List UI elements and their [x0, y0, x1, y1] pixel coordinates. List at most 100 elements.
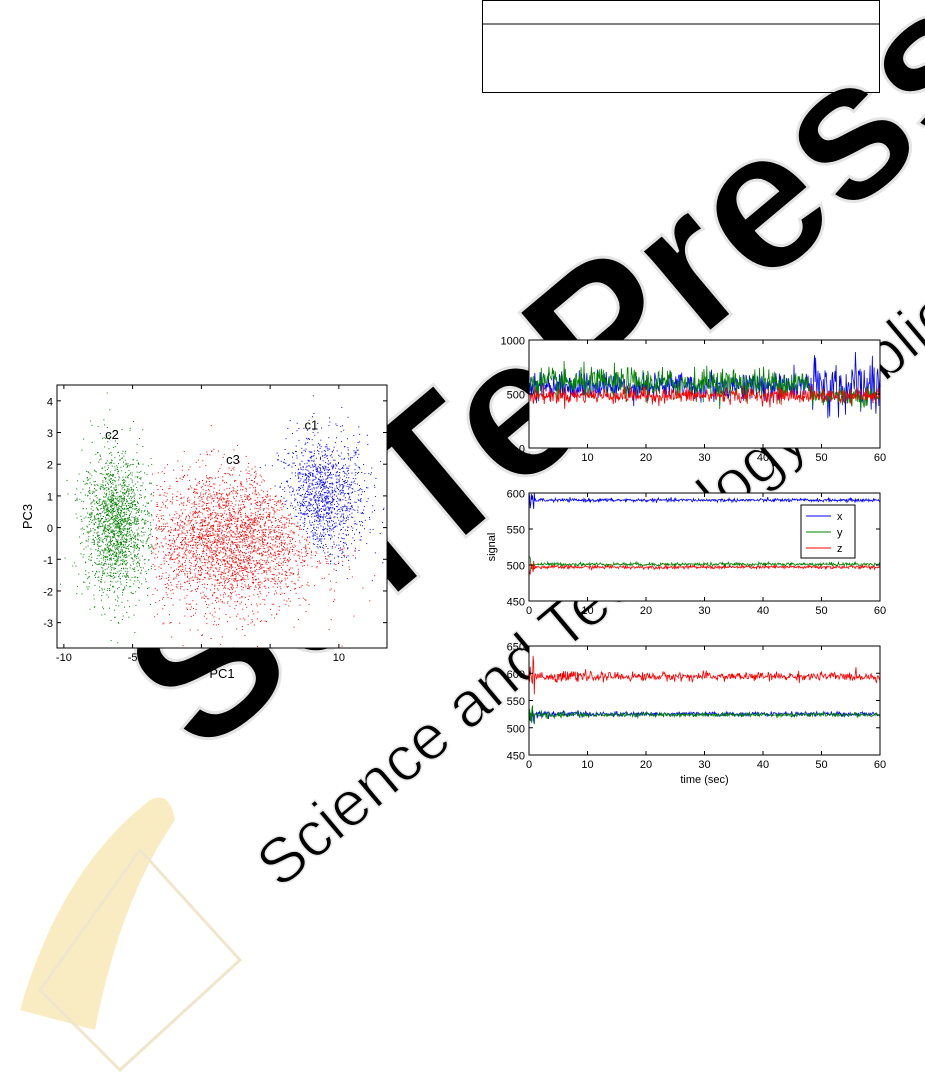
scatter-point: [118, 550, 119, 552]
scatter-point: [102, 574, 103, 576]
scatter-point: [105, 494, 107, 496]
scatter-point: [334, 459, 336, 461]
scatter-point: [141, 485, 143, 487]
scatter-point: [98, 525, 100, 527]
scatter-point: [196, 582, 198, 583]
scatter-point: [314, 496, 316, 498]
scatter-point: [111, 508, 113, 509]
scatter-point: [268, 527, 270, 529]
scatter-point: [95, 495, 97, 496]
scatter-point: [327, 471, 329, 473]
scatter-point: [289, 523, 291, 524]
scatter-point: [349, 568, 351, 570]
scatter-point: [314, 515, 315, 517]
scatter-point: [305, 506, 307, 508]
scatter-point: [97, 543, 99, 545]
scatter-point: [278, 509, 280, 511]
scatter-point: [110, 576, 112, 577]
scatter-point: [324, 497, 326, 499]
scatter-point: [272, 499, 274, 500]
scatter-point: [261, 582, 263, 584]
scatter-point: [214, 611, 216, 613]
scatter-point: [162, 514, 164, 516]
scatter-point: [338, 498, 340, 500]
scatter-point: [211, 497, 213, 499]
scatter-point: [333, 516, 335, 518]
scatter-point: [247, 540, 249, 542]
scatter-point: [312, 534, 314, 536]
scatter-point: [309, 510, 311, 512]
scatter-point: [123, 522, 125, 524]
scatter-point: [254, 493, 256, 495]
scatter-point: [329, 521, 331, 523]
scatter-point: [328, 490, 330, 492]
scatter-point: [332, 482, 334, 484]
scatter-point: [216, 497, 218, 499]
scatter-point: [245, 552, 247, 554]
scatter-point: [330, 474, 332, 476]
scatter-point: [167, 579, 169, 581]
scatter-point: [130, 540, 132, 542]
scatter-point: [337, 506, 339, 508]
scatter-point: [106, 552, 108, 554]
scatter-point: [145, 542, 147, 544]
scatter-point: [266, 559, 268, 561]
scatter-point: [130, 524, 132, 526]
scatter-point: [140, 477, 142, 479]
scatter-point: [216, 496, 218, 498]
scatter-point: [178, 581, 180, 583]
scatter-point: [112, 522, 114, 524]
scatter-point: [250, 586, 252, 587]
scatter-point: [136, 487, 138, 488]
scatter-point: [223, 517, 224, 519]
scatter-point: [217, 525, 219, 527]
scatter-point: [330, 477, 332, 479]
scatter-point: [306, 429, 308, 431]
scatter-point: [232, 566, 233, 568]
scatter-point: [113, 462, 115, 464]
scatter-point: [323, 515, 325, 517]
scatter-point: [310, 493, 312, 495]
scatter-point: [205, 573, 207, 574]
scatter-point: [190, 557, 192, 559]
scatter-point: [315, 555, 316, 556]
scatter-point: [306, 513, 308, 515]
scatter-point: [94, 470, 96, 472]
scatter-point: [317, 471, 319, 473]
scatter-point: [114, 457, 116, 459]
scatter-point: [243, 580, 245, 582]
scatter-point: [347, 548, 349, 550]
scatter-point: [287, 554, 289, 555]
scatter-point: [130, 538, 132, 540]
scatter-point: [322, 529, 324, 531]
scatter-point: [98, 498, 100, 500]
scatter-point: [175, 585, 177, 587]
scatter-point: [284, 571, 286, 573]
scatter-point: [136, 544, 137, 546]
scatter-point: [214, 539, 216, 541]
scatter-point: [311, 439, 313, 441]
scatter-point: [297, 525, 299, 527]
scatter-point: [267, 567, 269, 569]
scatter-point: [242, 596, 244, 598]
scatter-point: [283, 506, 285, 508]
scatter-point: [108, 479, 110, 481]
scatter-point: [129, 533, 131, 535]
scatter-point: [118, 622, 120, 624]
scatter-point: [192, 513, 194, 515]
scatter-point: [264, 525, 266, 527]
scatter-point: [103, 510, 105, 512]
scatter-point: [94, 491, 96, 493]
scatter-point: [349, 514, 351, 516]
scatter-point: [137, 462, 139, 464]
scatter-point: [314, 484, 316, 485]
scatter-point: [99, 552, 101, 554]
scatter-point: [110, 462, 112, 464]
scatter-point: [132, 546, 134, 548]
scatter-point: [247, 576, 249, 578]
scatter-point: [354, 463, 356, 465]
scatter-point: [186, 549, 188, 551]
scatter-point: [93, 544, 95, 545]
scatter-point: [207, 496, 209, 497]
scatter-point: [258, 546, 259, 548]
